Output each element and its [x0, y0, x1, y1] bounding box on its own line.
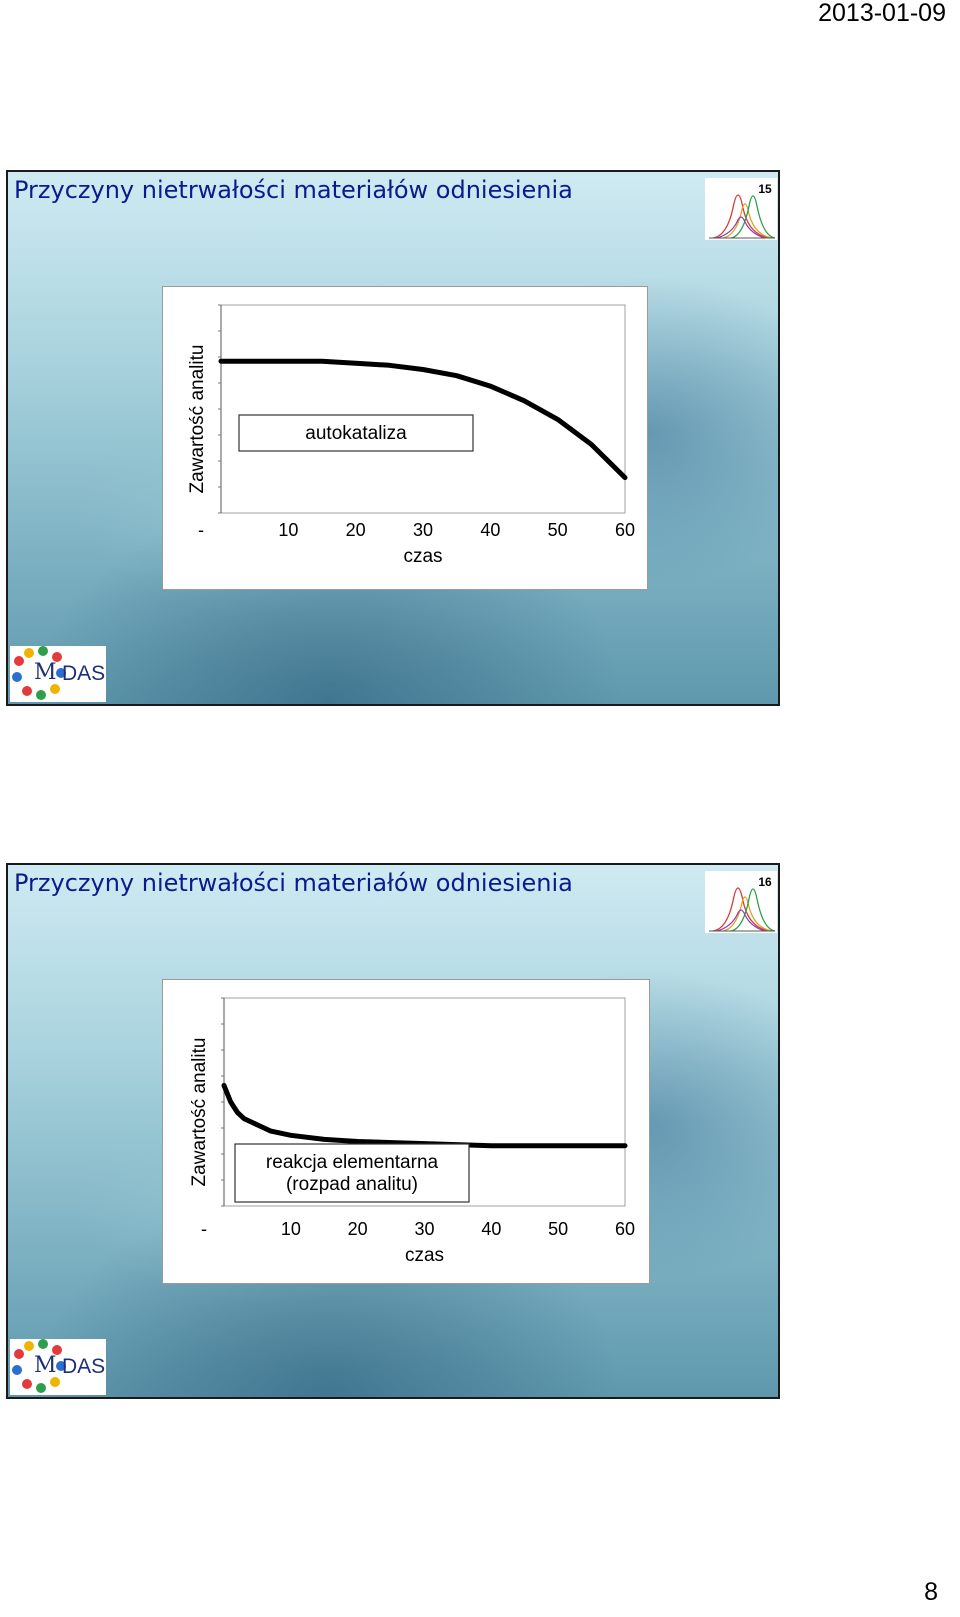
annotation-label: autokataliza: [305, 423, 407, 444]
annotation-label: (rozpad analitu): [286, 1174, 418, 1195]
modas-logo: M DAS: [10, 646, 106, 702]
slide-number: 16: [758, 875, 772, 889]
x-tick-label: 60: [615, 520, 635, 540]
logo-letter-m: M: [34, 1353, 57, 1378]
logo-das-text: DAS: [62, 1355, 106, 1378]
x-tick-label: 50: [548, 520, 568, 540]
gaussian-peaks-icon: [705, 871, 777, 933]
x-tick-label: 10: [281, 1219, 301, 1239]
x-tick-label: 50: [548, 1219, 568, 1239]
logo-letter-m: M: [34, 660, 57, 685]
chart-frame: autokataliza - 10 20 30 40 50 60 czas Zawartość a…: [162, 286, 648, 590]
x-tick-label: 30: [413, 520, 433, 540]
x-tick-label: 30: [414, 1219, 434, 1239]
x-tick-label: -: [201, 1219, 207, 1239]
slide-16: Przyczyny nietrwałości materiałów odnies…: [6, 863, 780, 1399]
chart-reakcja-elementarna: reakcja elementarna(rozpad analitu) - 10 20…: [189, 997, 635, 1266]
annotation-box: [234, 1143, 470, 1203]
x-tick-label: 40: [480, 520, 500, 540]
slide-15: Przyczyny nietrwałości materiałów odnies…: [6, 170, 780, 706]
x-tick-label: 40: [481, 1219, 501, 1239]
chart-autokataliza: autokataliza - 10 20 30 40 50 60 czas Zawartość a…: [187, 304, 635, 567]
x-tick-label: -: [198, 520, 204, 540]
gaussian-peaks-icon: [705, 178, 777, 240]
chart-frame: reakcja elementarna (rozpad analitu) - 10 20…: [162, 979, 650, 1284]
plot-area: [220, 304, 626, 514]
annotation-box: [238, 414, 474, 452]
slide-title: Przyczyny nietrwałości materiałów odnies…: [14, 176, 573, 204]
x-tick-label: 60: [615, 1219, 635, 1239]
x-tick-label: 20: [346, 520, 366, 540]
slide-number: 15: [758, 182, 772, 196]
series-line: [221, 1082, 628, 1149]
x-axis-label: czas: [403, 546, 442, 567]
page-number: 8: [924, 1578, 938, 1606]
page-date: 2013-01-09: [818, 0, 946, 27]
logo-das-text: DAS: [62, 662, 106, 685]
x-tick-label: 10: [278, 520, 298, 540]
x-tick-label: 20: [348, 1219, 368, 1239]
y-axis-label: Zawartość analitu: [189, 1038, 210, 1187]
series-line: [218, 358, 628, 481]
x-axis-label: czas: [405, 1245, 444, 1266]
modas-logo: M DAS: [10, 1339, 106, 1395]
annotation-label: reakcja elementarna: [266, 1152, 439, 1173]
y-axis-label: Zawartość analitu: [187, 345, 208, 494]
slide-title: Przyczyny nietrwałości materiałów odnies…: [14, 869, 573, 897]
